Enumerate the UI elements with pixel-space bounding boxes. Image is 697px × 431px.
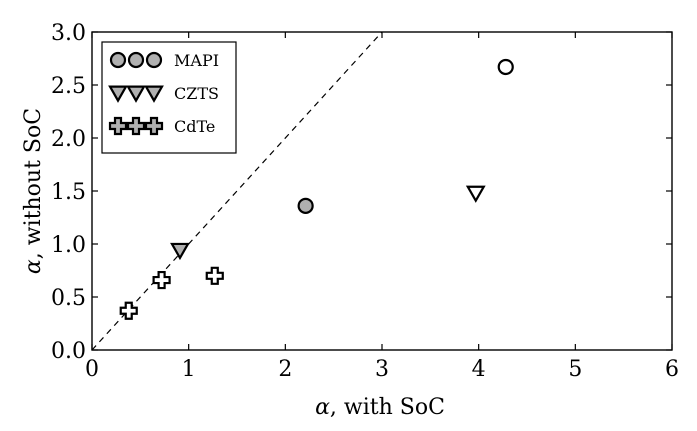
data-point-czts bbox=[465, 185, 486, 203]
x-tick-label: 0 bbox=[85, 357, 99, 382]
legend-marker-czts bbox=[108, 85, 128, 103]
legend-marker-mapi bbox=[145, 51, 163, 69]
data-point-cdte bbox=[119, 301, 138, 320]
x-tick-label: 6 bbox=[665, 357, 679, 382]
y-tick-label: 0.0 bbox=[51, 339, 86, 364]
x-tick-label: 3 bbox=[375, 357, 389, 382]
legend-marker-cdte bbox=[144, 116, 164, 136]
x-axis-label-symbol: α bbox=[315, 395, 330, 420]
legend-label-czts: CZTS bbox=[174, 84, 219, 103]
legend-marker-cdte bbox=[108, 116, 128, 136]
y-axis-label: α, without SoC bbox=[21, 108, 46, 274]
y-tick-label: 2.0 bbox=[51, 127, 86, 152]
data-point-cdte bbox=[205, 266, 224, 285]
y-tick-label: 0.5 bbox=[51, 286, 86, 311]
legend-marker-mapi bbox=[127, 51, 145, 69]
data-point-mapi bbox=[497, 58, 514, 76]
reference-line bbox=[91, 31, 383, 351]
legend-marker-czts bbox=[144, 85, 164, 103]
x-tick-label: 5 bbox=[568, 357, 582, 382]
x-tick-label: 4 bbox=[472, 357, 486, 382]
x-axis-label: α, with SoC bbox=[315, 395, 445, 420]
x-tick-label: 1 bbox=[182, 357, 196, 382]
x-axis-label-text: , with SoC bbox=[330, 395, 445, 420]
y-axis-label-text: , without SoC bbox=[21, 108, 46, 259]
data-point-cdte bbox=[152, 270, 171, 290]
data-point-mapi bbox=[297, 197, 314, 214]
y-tick-label: 1.0 bbox=[51, 233, 86, 258]
y-tick-label: 1.5 bbox=[51, 180, 86, 205]
y-tick-label: 3.0 bbox=[51, 21, 86, 46]
legend-marker-mapi bbox=[109, 51, 127, 69]
legend-marker-czts bbox=[126, 85, 146, 103]
legend-label-cdte: CdTe bbox=[174, 117, 215, 136]
legend-marker-cdte bbox=[126, 116, 146, 136]
y-tick-label: 2.5 bbox=[51, 74, 86, 99]
legend-label-mapi: MAPI bbox=[174, 51, 219, 70]
y-axis-label-symbol: α bbox=[21, 259, 46, 274]
x-tick-label: 2 bbox=[278, 357, 292, 382]
data-point-czts bbox=[170, 242, 190, 261]
